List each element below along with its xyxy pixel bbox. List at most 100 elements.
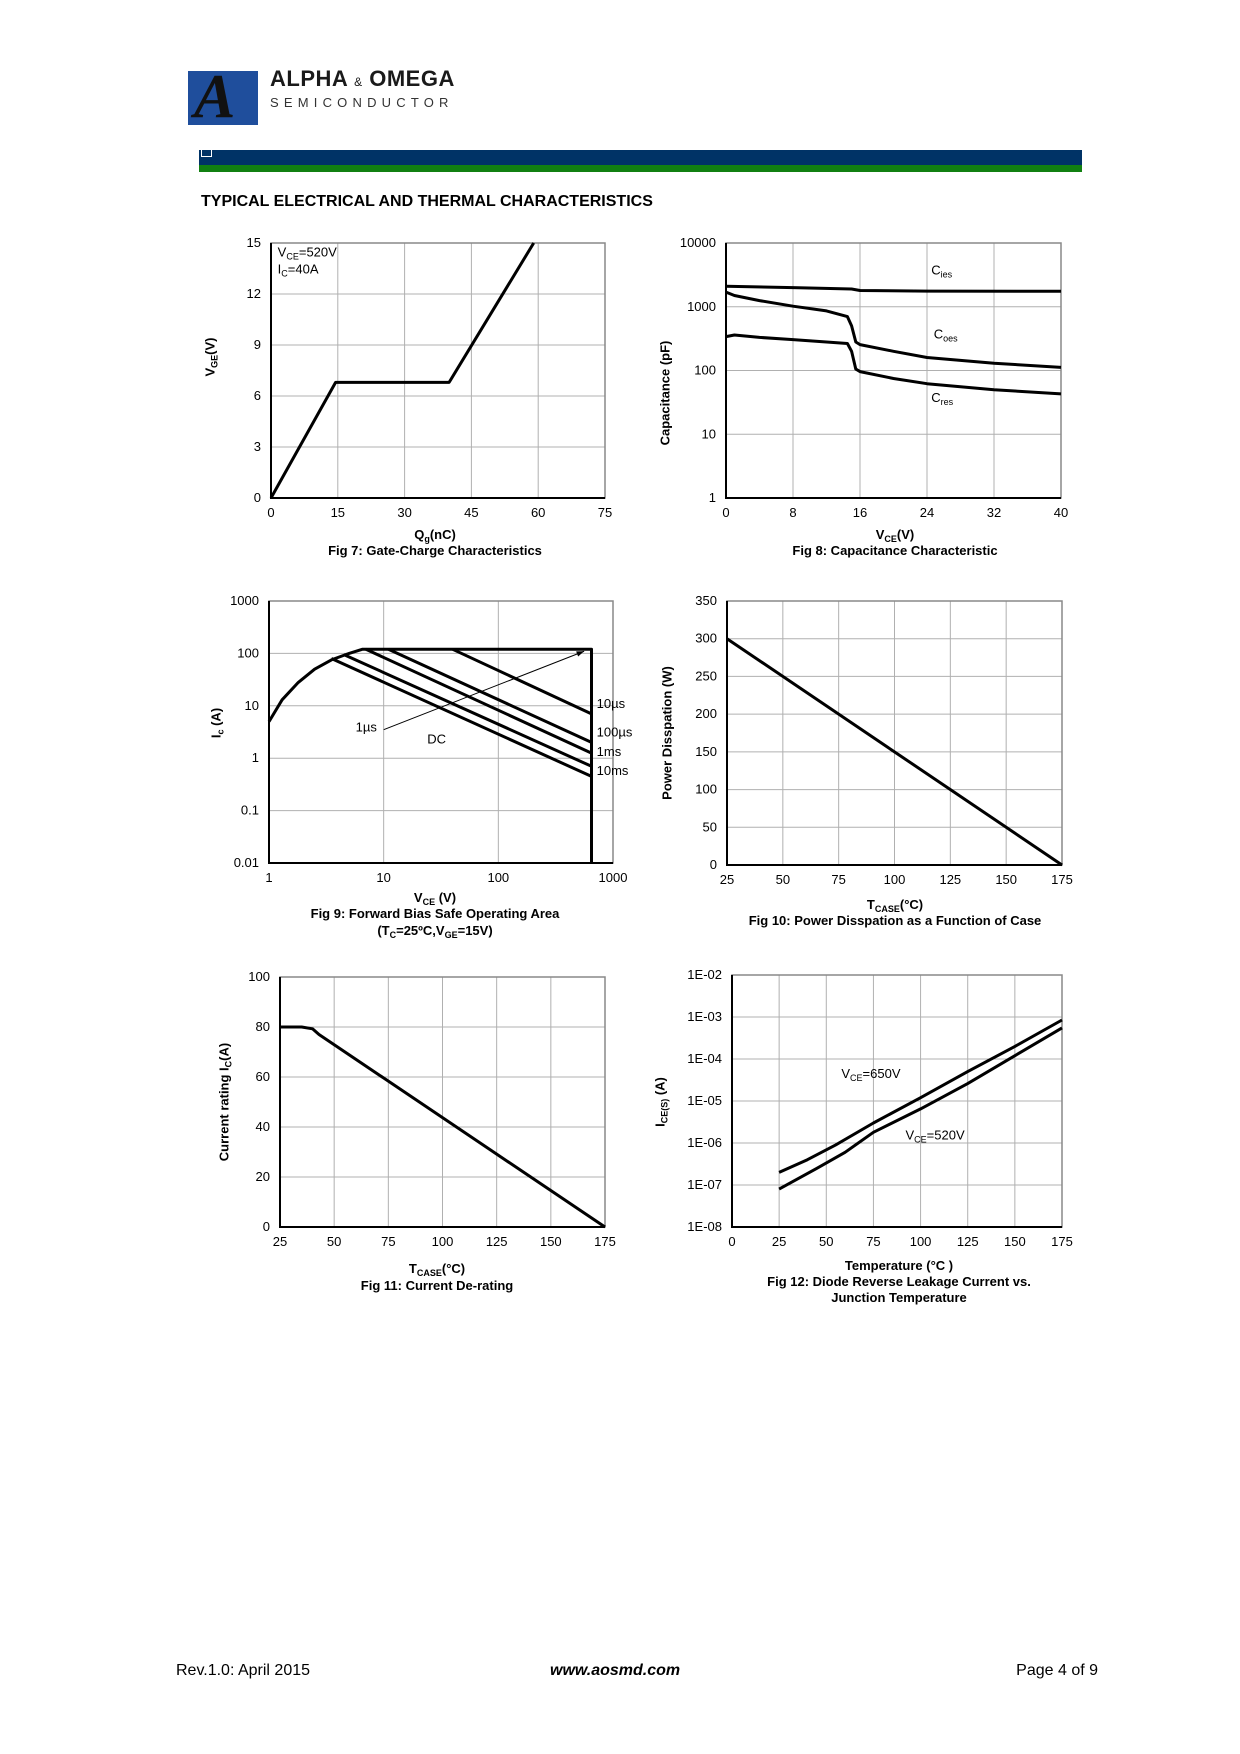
y-tick-label: 100 bbox=[248, 969, 270, 984]
y-tick-label: 200 bbox=[695, 706, 717, 721]
fig9-ylabel: Ic (A) bbox=[208, 707, 226, 739]
header-bar-green bbox=[199, 165, 1082, 172]
fig12-ylabel: ICE(S) (A) bbox=[652, 1077, 670, 1127]
y-tick-label: 1 bbox=[252, 750, 259, 765]
series-line bbox=[343, 653, 593, 768]
fig12-xlabel: Temperature (°C ) bbox=[844, 1258, 954, 1273]
series-line bbox=[778, 1018, 1063, 1174]
y-tick-label: 10000 bbox=[680, 235, 716, 250]
x-tick-label: 50 bbox=[819, 1234, 833, 1249]
series-line bbox=[452, 647, 593, 716]
x-tick-label: 0 bbox=[722, 505, 729, 520]
x-tick-label: 25 bbox=[720, 872, 734, 887]
annotation-label: 1ms bbox=[597, 744, 622, 759]
axes bbox=[726, 601, 1062, 866]
y-tick-label: 300 bbox=[695, 631, 717, 646]
fig11-ylabel: Current rating IC(A) bbox=[216, 1042, 234, 1162]
x-tick-label: 25 bbox=[772, 1234, 786, 1249]
fig10-xlabel: TCASE(°C) bbox=[866, 897, 924, 914]
x-tick-label: 0 bbox=[728, 1234, 735, 1249]
y-tick-label: 20 bbox=[256, 1169, 270, 1184]
arrow-head-icon bbox=[576, 651, 585, 657]
annotation-label: VCE=650V bbox=[841, 1066, 900, 1083]
x-tick-label: 100 bbox=[487, 870, 509, 885]
fig10-plot: 25 50 75 100 125 150 175 0 50 100 150 200 250 300 350 bbox=[695, 593, 1073, 887]
axes bbox=[268, 601, 613, 864]
y-tick-label: 0.1 bbox=[241, 803, 259, 818]
y-tick-label: 1E-04 bbox=[687, 1051, 722, 1066]
y-tick-label: 15 bbox=[247, 235, 261, 250]
x-tick-label: 150 bbox=[995, 872, 1017, 887]
y-tick-label: 10 bbox=[245, 698, 259, 713]
y-tick-label: 6 bbox=[254, 388, 261, 403]
y-tick-label: 1E-07 bbox=[687, 1177, 722, 1192]
series-line bbox=[778, 1026, 1063, 1191]
series-line bbox=[267, 647, 593, 863]
annotation-label: 1µs bbox=[356, 720, 378, 735]
x-tick-label: 175 bbox=[1051, 1234, 1073, 1249]
fig7-caption: Fig 7: Gate-Charge Characteristics bbox=[328, 543, 542, 558]
brand-name: ALPHA & OMEGA bbox=[270, 66, 455, 92]
fig10-ylabel: Power Disspation (W) bbox=[659, 666, 675, 800]
axes bbox=[270, 243, 605, 499]
brand-subtitle: SEMICONDUCTOR bbox=[270, 95, 454, 110]
y-tick-label: 100 bbox=[237, 645, 259, 660]
x-tick-label: 125 bbox=[939, 872, 961, 887]
y-tick-label: 1 bbox=[709, 490, 716, 505]
y-tick-label: 250 bbox=[695, 668, 717, 683]
x-tick-label: 8 bbox=[789, 505, 796, 520]
y-tick-label: 3 bbox=[254, 439, 261, 454]
fig12-caption: Fig 12: Diode Reverse Leakage Current vs… bbox=[767, 1274, 1031, 1289]
x-tick-label: 125 bbox=[486, 1234, 508, 1249]
series-line bbox=[725, 284, 1062, 293]
series-line bbox=[330, 657, 593, 778]
footer-website[interactable]: www.aosmd.com bbox=[550, 1662, 681, 1679]
x-tick-label: 30 bbox=[397, 505, 411, 520]
fig8-caption: Fig 8: Capacitance Characteristic bbox=[792, 543, 998, 558]
y-tick-label: 10 bbox=[702, 426, 716, 441]
brand-omega: OMEGA bbox=[369, 66, 455, 91]
y-tick-label: 150 bbox=[695, 744, 717, 759]
fig11-xlabel: TCASE(°C) bbox=[408, 1261, 466, 1278]
annotation-label: Coes bbox=[934, 326, 958, 343]
y-tick-label: 50 bbox=[703, 819, 717, 834]
annotation-label: 100µs bbox=[597, 724, 633, 739]
x-tick-label: 16 bbox=[853, 505, 867, 520]
series-line bbox=[387, 647, 593, 744]
x-tick-label: 50 bbox=[776, 872, 790, 887]
x-tick-label: 0 bbox=[267, 505, 274, 520]
x-tick-label: 150 bbox=[540, 1234, 562, 1249]
fig9-caption: Fig 9: Forward Bias Safe Operating Area bbox=[310, 906, 560, 921]
fig7-ylabel: VGE(V) bbox=[202, 337, 220, 377]
x-tick-label: 40 bbox=[1054, 505, 1068, 520]
annotation-label: IC=40A bbox=[278, 262, 319, 279]
y-tick-label: 1000 bbox=[687, 299, 716, 314]
y-tick-label: 60 bbox=[256, 1069, 270, 1084]
series-line bbox=[726, 637, 1063, 867]
fig9-plot: 1 10 100 1000 0.01 0.1 1 10 100 1000 10µs 100µs 1ms 1… bbox=[230, 593, 633, 885]
series-line bbox=[269, 242, 535, 499]
series-line bbox=[725, 290, 1062, 369]
fig12-plot: 0 25 50 75 100 125 150 175 1E-08 1E-07 1E-06 1E-05 1… bbox=[687, 967, 1073, 1249]
x-tick-label: 25 bbox=[273, 1234, 287, 1249]
x-tick-label: 125 bbox=[957, 1234, 979, 1249]
axes bbox=[731, 975, 1062, 1228]
x-tick-label: 75 bbox=[598, 505, 612, 520]
x-tick-label: 1 bbox=[265, 870, 272, 885]
fig10-caption: Fig 10: Power Disspation as a Function o… bbox=[748, 913, 1042, 928]
y-tick-label: 1E-06 bbox=[687, 1135, 722, 1150]
y-tick-label: 1E-02 bbox=[687, 967, 722, 982]
x-tick-label: 100 bbox=[884, 872, 906, 887]
fig8-plot: 0 8 16 24 32 40 1 10 100 1000 10000 Cies Coes Cres bbox=[680, 235, 1068, 520]
annotation-label: Cies bbox=[931, 263, 952, 280]
annotation-label: DC bbox=[427, 732, 446, 747]
fig11-plot: 25 50 75 100 125 150 175 0 20 40 60 80 100 bbox=[248, 969, 616, 1249]
series-line bbox=[365, 647, 593, 755]
y-tick-label: 0 bbox=[710, 857, 717, 872]
brand-amp: & bbox=[354, 75, 363, 89]
annotation-label: Cres bbox=[931, 390, 953, 407]
bar-marker bbox=[201, 150, 212, 157]
section-title: TYPICAL ELECTRICAL AND THERMAL CHARACTER… bbox=[201, 193, 653, 210]
brand-alpha: ALPHA bbox=[270, 66, 348, 91]
